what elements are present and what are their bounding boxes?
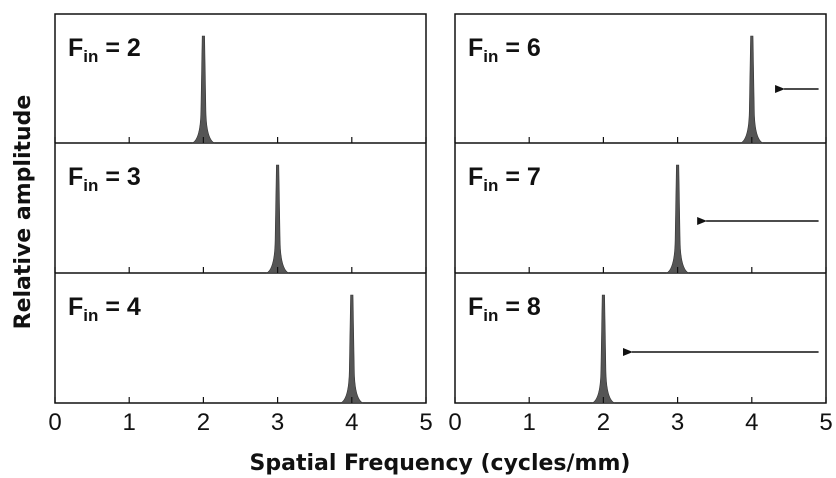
panel-label-subscript: in	[483, 306, 498, 325]
panel-label-main: F	[468, 34, 483, 62]
panel-label-value: = 8	[498, 293, 540, 321]
panel-label-value: = 6	[498, 34, 540, 62]
x-tick-label: 3	[671, 409, 684, 436]
panel-column-frame-0	[54, 13, 427, 404]
panel-label-main: F	[468, 163, 483, 191]
x-tick-label: 1	[123, 409, 136, 436]
x-tick-label: 5	[819, 409, 832, 436]
peak-1	[740, 35, 763, 144]
panel-label-4: Fin = 4	[68, 293, 141, 325]
x-tick-label: 1	[523, 409, 536, 436]
panel-label-main: F	[468, 293, 483, 321]
x-tick-label: 0	[448, 409, 461, 436]
x-tick-label: 4	[345, 409, 358, 436]
x-tick-label: 3	[271, 409, 284, 436]
x-tick-label: 5	[419, 409, 432, 436]
panel-label-value: = 2	[98, 34, 140, 62]
peak-2	[266, 164, 289, 274]
x-axis-title: Spatial Frequency (cycles/mm)	[250, 451, 631, 476]
x-tick-label: 4	[745, 409, 758, 436]
panel-label-subscript: in	[483, 47, 498, 66]
panel-label-subscript: in	[83, 176, 98, 195]
panel-label-main: F	[68, 293, 83, 321]
panel-label-subscript: in	[83, 306, 98, 325]
peak-3	[666, 164, 689, 274]
panel-label-3: Fin = 7	[468, 163, 541, 195]
panel-label-value: = 7	[498, 163, 540, 191]
x-tick-label: 0	[48, 409, 61, 436]
y-axis-title: Relative amplitude	[11, 95, 36, 330]
panel-label-subscript: in	[83, 47, 98, 66]
aliasing-arrows	[622, 85, 819, 356]
panel-column-frame-1	[454, 13, 827, 404]
panel-frames	[54, 13, 827, 404]
panel-label-value: = 3	[98, 163, 140, 191]
spectral-peaks	[192, 35, 763, 404]
panel-label-1: Fin = 6	[468, 34, 541, 66]
peak-5	[592, 294, 615, 404]
panel-label-value: = 4	[98, 293, 140, 321]
x-tick-label: 2	[197, 409, 210, 436]
panel-label-main: F	[68, 163, 83, 191]
panel-label-main: F	[68, 34, 83, 62]
x-tick-label: 2	[597, 409, 610, 436]
peak-4	[340, 294, 363, 404]
peak-0	[192, 35, 215, 144]
panel-label-subscript: in	[483, 176, 498, 195]
panel-label-2: Fin = 3	[68, 163, 141, 195]
panel-label-5: Fin = 8	[468, 293, 541, 325]
panel-label-0: Fin = 2	[68, 34, 141, 66]
